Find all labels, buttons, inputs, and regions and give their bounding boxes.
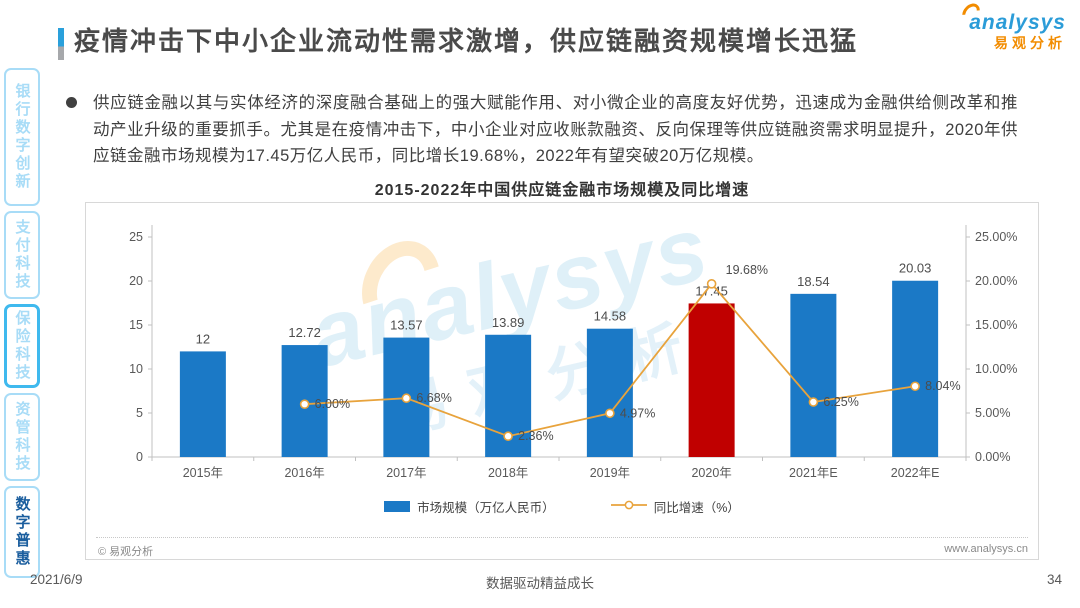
svg-text:2019年: 2019年 [590,466,630,480]
svg-text:12.72: 12.72 [288,325,321,340]
svg-text:2016年: 2016年 [284,466,324,480]
svg-text:18.54: 18.54 [797,274,830,289]
svg-text:10: 10 [129,362,143,376]
svg-text:2021年E: 2021年E [789,466,838,480]
svg-text:10.00%: 10.00% [975,362,1017,376]
legend-line-swatch [610,499,647,514]
svg-text:20: 20 [129,274,143,288]
chart-legend: 市场规模（万亿人民币） 同比增速（%） [86,497,1038,516]
svg-text:5: 5 [136,406,143,420]
svg-text:13.57: 13.57 [390,318,423,333]
svg-text:15: 15 [129,318,143,332]
legend-item-growth-rate: 同比增速（%） [610,497,740,516]
card-source-row: © 易观分析 www.analysys.cn [98,543,1028,559]
svg-text:13.89: 13.89 [492,315,525,330]
slide-header: 疫情冲击下中小企业流动性需求激增，供应链融资规模增长迅猛 [58,26,958,60]
sidebar-item-digital-inclusion[interactable]: 数字普惠 [4,486,40,578]
combo-chart: 0 0.00% 5 5.00% 10 10.00% 15 15.00% 20 20.00% 25 25… [129,225,1017,480]
page-title: 疫情冲击下中小企业流动性需求激增，供应链融资规模增长迅猛 [74,26,859,56]
svg-text:6.25%: 6.25% [823,395,858,409]
sidebar-item-asset-management-tech[interactable]: 资管科技 [4,393,40,481]
sidebar-item-banking-digital-innovation[interactable]: 银行数字创新 [4,68,40,206]
svg-text:19.68%: 19.68% [726,263,768,277]
svg-text:2022年E: 2022年E [891,466,940,480]
footer-date: 2021/6/9 [30,572,83,587]
svg-text:0.00%: 0.00% [975,450,1010,464]
svg-text:2017年: 2017年 [386,466,426,480]
svg-text:25.00%: 25.00% [975,230,1017,244]
svg-text:2018年: 2018年 [488,466,528,480]
svg-text:20.03: 20.03 [899,261,932,276]
summary-bullet: 供应链金融以其与实体经济的深度融合基础上的强大赋能作用、对小微企业的高度友好优势… [66,90,1018,170]
sidebar-item-payment-tech[interactable]: 支付科技 [4,211,40,299]
analysys-logo: analysys 易观分析 [958,0,1066,51]
svg-text:4.97%: 4.97% [620,406,655,420]
legend-item-market-size: 市场规模（万亿人民币） [384,497,555,516]
sidebar-item-insurance-tech[interactable]: 保险科技 [4,304,40,388]
summary-text: 供应链金融以其与实体经济的深度融合基础上的强大赋能作用、对小微企业的高度友好优势… [93,94,1018,166]
footer-page-number: 34 [1046,572,1062,587]
svg-text:14.58: 14.58 [594,309,627,324]
title-accent-bar [58,28,64,60]
legend-label: 同比增速（%） [653,501,740,515]
chart-website: www.analysys.cn [944,543,1028,555]
svg-text:6.68%: 6.68% [416,391,451,405]
logo-brand-chinese: 易观分析 [994,35,1066,51]
svg-text:12: 12 [196,331,210,346]
legend-label: 市场规模（万亿人民币） [417,501,555,515]
svg-text:2020年: 2020年 [691,466,731,480]
sidebar: 银行数字创新 支付科技 保险科技 资管科技 数字普惠 [4,68,40,578]
svg-text:20.00%: 20.00% [975,274,1017,288]
bullet-icon [66,97,77,108]
chart-source: © 易观分析 [98,546,154,558]
svg-text:2.36%: 2.36% [518,429,553,443]
chart-card: analysys 易观分析 0 0.00% 5 5.00% 10 10.00% 15 15.0… [85,197,1039,560]
chart-title: 2015-2022年中国供应链金融市场规模及同比增速 [374,182,750,199]
svg-text:0: 0 [136,450,143,464]
svg-text:15.00%: 15.00% [975,318,1017,332]
footer-slogan: 数据驱动精益成长 [486,576,594,591]
legend-bar-swatch [384,501,411,512]
svg-text:5.00%: 5.00% [975,406,1010,420]
svg-text:25: 25 [129,230,143,244]
svg-text:2015年: 2015年 [183,466,223,480]
svg-text:6.00%: 6.00% [315,397,350,411]
svg-text:8.04%: 8.04% [925,379,960,393]
card-divider [96,537,1028,538]
logo-brand-text: analysys [958,0,1066,33]
